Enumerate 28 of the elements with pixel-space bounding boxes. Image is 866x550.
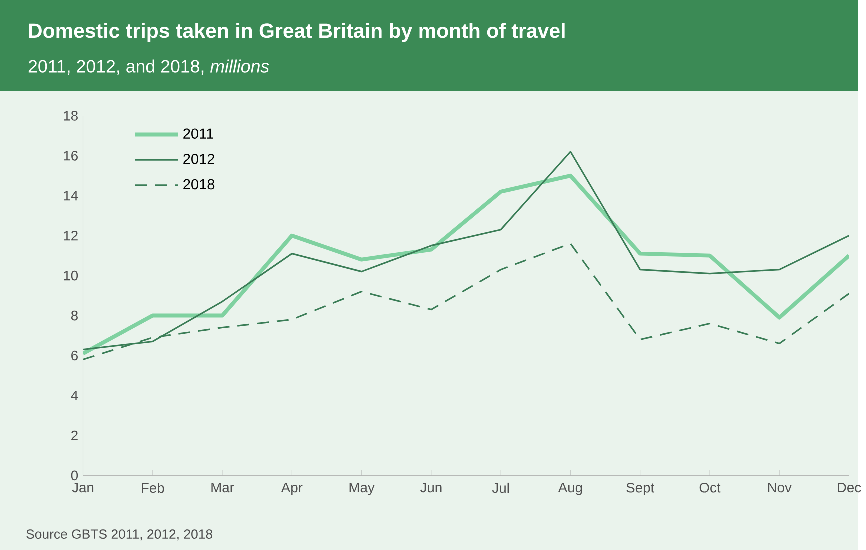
y-tick-label: 4 xyxy=(71,390,78,400)
x-tick-label: Apr xyxy=(281,482,303,496)
legend-label: 2011 xyxy=(184,128,214,139)
y-tick-label: 2 xyxy=(72,430,78,441)
x-tick-label: May xyxy=(350,482,375,496)
y-tick-label: 18 xyxy=(64,111,78,121)
x-tick-label: Feb xyxy=(142,482,164,494)
chart-subtitle: 2011, 2012, and 2018, millions xyxy=(28,60,270,75)
y-tick-label: 12 xyxy=(64,231,78,241)
source-note: Source GBTS 2011, 2012, 2018 xyxy=(26,530,213,541)
y-tick-label: 0 xyxy=(71,470,78,481)
y-tick-label: 14 xyxy=(64,191,78,201)
legend-label: 2018 xyxy=(184,179,215,190)
x-tick-label: Jul xyxy=(492,482,510,494)
y-tick-label: 16 xyxy=(64,151,78,161)
chart-title: Domestic trips taken in Great Britain by month of travel xyxy=(29,23,565,42)
x-tick-label: Sept xyxy=(626,482,655,496)
x-tick-label: Nov xyxy=(768,482,792,493)
x-tick-label: Oct xyxy=(700,482,721,493)
y-tick-label: 8 xyxy=(71,310,78,321)
x-tick-label: Jun xyxy=(420,482,442,493)
y-tick-label: 6 xyxy=(72,350,78,361)
x-tick-label: Dec xyxy=(838,482,862,493)
x-tick-label: Jan xyxy=(72,482,94,493)
x-tick-label: Aug xyxy=(558,482,582,496)
legend-label: 2012 xyxy=(184,154,214,164)
y-tick-label: 10 xyxy=(64,270,78,281)
x-tick-label: Mar xyxy=(212,482,234,493)
